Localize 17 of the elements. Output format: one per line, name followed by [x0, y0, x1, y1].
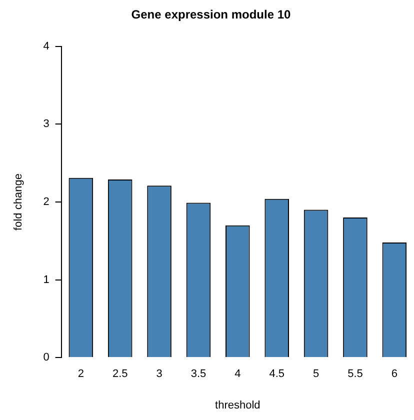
y-axis-title: fold change: [12, 174, 25, 230]
chart-title: Gene expression module 10: [131, 8, 292, 22]
y-tick-label: 1: [43, 274, 50, 286]
x-tick-label: 5.5: [348, 368, 363, 380]
x-tick-label: 6: [391, 368, 398, 380]
x-tick-label: 4.5: [269, 368, 284, 380]
x-tick-label: 5: [312, 368, 320, 380]
x-tick-label: 4: [234, 368, 241, 380]
x-tick-label: 2.5: [112, 368, 128, 380]
x-tick-label: 3.5: [190, 368, 206, 380]
y-tick-label: 4: [43, 40, 50, 52]
x-axis-title: threshold: [215, 399, 260, 412]
y-tick-label: 3: [43, 118, 50, 130]
x-tick-label: 3: [156, 368, 162, 380]
y-tick-label: 2: [43, 196, 50, 208]
y-tick-label: 0: [43, 352, 50, 364]
x-tick-label: 2: [78, 368, 84, 380]
